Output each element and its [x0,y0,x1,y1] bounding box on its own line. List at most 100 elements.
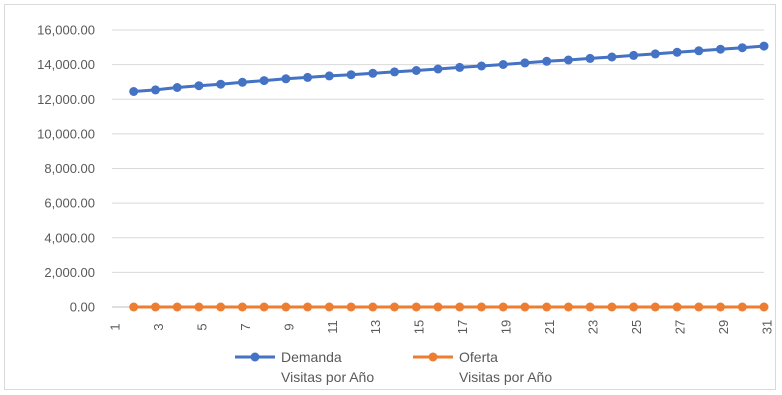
data-point [259,302,269,312]
x-tick-label: 31 [759,320,774,334]
data-point [346,70,356,80]
legend-swatch-marker [428,352,438,362]
data-point [216,302,226,312]
x-tick-label: 7 [238,323,253,330]
data-point [629,50,639,60]
data-point [411,302,421,312]
data-point [216,79,226,89]
x-tick-label: 15 [412,320,427,334]
data-point [172,83,182,92]
legend-label: Demanda [281,349,342,365]
y-tick-label: 0.00 [70,300,95,315]
x-tick-label: 25 [629,320,644,334]
data-point [368,68,378,78]
legend-item-oferta: Oferta Visitas por Año [413,349,552,385]
data-point [563,55,573,65]
y-tick-label: 4,000.00 [44,230,95,245]
data-point [585,302,595,312]
data-point [151,302,160,312]
legend: Demanda Visitas por Año Oferta Visitas por … [235,349,552,385]
legend-label-line2: Visitas por Año [459,369,552,385]
x-tick-label: 19 [499,320,514,334]
data-point [498,60,508,69]
data-point [455,302,465,312]
data-point [629,302,639,312]
data-point [368,302,378,312]
x-tick-label: 29 [716,320,731,334]
data-point [237,77,247,87]
data-point [281,74,291,84]
y-tick-label: 12,000.00 [37,92,95,107]
data-point [542,302,552,312]
x-tick-label: 17 [455,320,470,334]
series-demanda [129,41,769,96]
data-point [694,46,704,56]
data-point [433,302,443,312]
y-tick-label: 2,000.00 [44,265,95,280]
series-oferta [129,302,769,312]
data-point [607,302,617,312]
data-point [346,302,356,312]
data-point [303,72,313,82]
x-tick-label: 21 [542,320,557,334]
data-point [455,62,465,72]
data-point [759,302,769,312]
data-point [172,302,182,312]
data-point [390,67,399,77]
data-point [737,43,747,53]
x-tick-label: 1 [107,323,122,330]
data-point [520,58,530,68]
x-tick-label: 3 [151,323,166,330]
data-point [281,302,291,312]
y-tick-label: 14,000.00 [37,57,95,72]
data-point [390,302,399,312]
legend-item-demanda: Demanda Visitas por Año [235,349,374,385]
x-tick-label: 23 [586,320,601,334]
data-point [650,49,660,59]
legend-label-line2: Visitas por Año [281,369,374,385]
plot-area [129,41,769,312]
data-point [129,302,139,312]
y-axis: 0.00 2,000.00 4,000.00 6,000.00 8,000.00 10,0… [37,23,95,315]
x-axis: 1 3 5 7 9 11 13 15 17 19 21 23 25 27 29 31 [107,306,774,334]
data-point [151,85,160,95]
x-tick-label: 11 [325,320,340,334]
data-point [411,66,421,75]
data-point [324,71,334,81]
data-point [716,44,725,54]
data-point [194,81,204,91]
x-tick-label: 13 [368,320,383,334]
x-tick-label: 9 [281,323,296,330]
series-line [133,44,765,93]
data-point [563,302,573,312]
data-point [520,302,530,312]
data-point [672,302,682,312]
data-point [324,302,334,312]
data-point [650,302,660,312]
y-tick-label: 16,000.00 [37,23,95,38]
legend-label: Oferta [459,349,498,365]
data-point [737,302,747,312]
chart-frame [4,4,776,390]
data-point [237,302,247,312]
x-tick-label: 27 [673,320,688,334]
data-point [672,47,682,57]
y-tick-label: 10,000.00 [37,126,95,141]
data-point [759,41,769,51]
data-point [477,302,486,312]
legend-swatch-marker [250,352,260,362]
grid-lines [112,29,764,273]
data-point [585,53,595,63]
x-tick-label: 5 [194,323,209,330]
data-point [607,52,617,62]
data-point [477,61,486,71]
y-tick-label: 6,000.00 [44,196,95,211]
data-point [716,302,725,312]
data-point [433,64,443,74]
data-point [542,56,552,66]
data-point [194,302,204,312]
y-tick-label: 8,000.00 [44,161,95,176]
data-point [259,76,269,86]
data-point [129,87,139,96]
